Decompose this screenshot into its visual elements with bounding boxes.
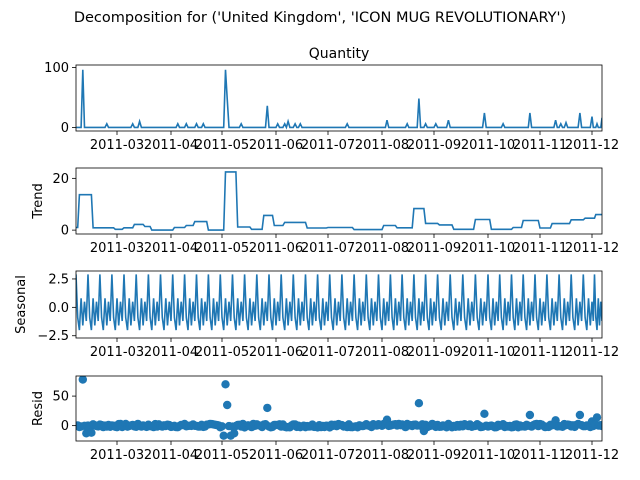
- seasonal-plot-area: [76, 274, 602, 331]
- observed-xtick-label: 2011-09: [407, 138, 461, 153]
- resid-xtick-label: 2011-10: [461, 448, 515, 463]
- seasonal-ytick-label: −2.5: [37, 329, 69, 344]
- seasonal-xtick-label: 2011-12: [565, 345, 619, 360]
- observed-xtick-label: 2011-04: [144, 138, 198, 153]
- seasonal-series-line: [76, 274, 602, 331]
- resid-point: [575, 410, 585, 420]
- trend-series-line: [76, 171, 602, 231]
- seasonal-xtick-label: 2011-09: [407, 345, 461, 360]
- trend-axes-frame: [75, 167, 603, 235]
- resid-point: [87, 428, 96, 437]
- resid-point: [230, 429, 239, 438]
- resid-point: [217, 422, 227, 431]
- resid-axes-frame: [75, 375, 603, 442]
- observed-panel-title: Quantity: [309, 46, 370, 62]
- resid-xtick-label: 2011-04: [144, 448, 198, 463]
- resid-point: [592, 413, 602, 422]
- resid-point: [78, 376, 87, 384]
- seasonal-xtick-label: 2011-08: [355, 345, 409, 360]
- observed-xtick-label: 2011-11: [513, 138, 567, 153]
- resid-xtick-label: 2011-09: [407, 448, 461, 463]
- observed-xtick-label: 2011-12: [565, 138, 619, 153]
- trend-xtick-label: 2011-04: [144, 241, 198, 256]
- resid-point: [414, 399, 424, 408]
- observed-xtick-label: 2011-05: [195, 138, 249, 153]
- resid-point: [597, 421, 602, 431]
- resid-xtick-label: 2011-07: [301, 448, 355, 463]
- trend-xtick-label: 2011-10: [461, 241, 515, 256]
- seasonal-ylabel: Seasonal: [14, 275, 29, 334]
- seasonal-xtick-label: 2011-10: [461, 345, 515, 360]
- observed-xtick-label: 2011-03: [90, 138, 144, 153]
- trend-xtick-label: 2011-03: [90, 241, 144, 256]
- trend-xtick-label: 2011-07: [301, 241, 355, 256]
- trend-plot-area: [76, 171, 602, 231]
- observed-xtick-label: 2011-07: [301, 138, 355, 153]
- resid-xtick-label: 2011-06: [249, 448, 303, 463]
- trend-xtick-label: 2011-08: [355, 241, 409, 256]
- trend-xtick-label: 2011-09: [407, 241, 461, 256]
- trend-xtick-label: 2011-11: [513, 241, 567, 256]
- seasonal-xtick-label: 2011-06: [249, 345, 303, 360]
- observed-plot-area: [76, 69, 602, 130]
- observed-xtick-label: 2011-06: [249, 138, 303, 153]
- observed-xtick-label: 2011-08: [355, 138, 409, 153]
- resid-plot-area: [76, 376, 602, 440]
- trend-ylabel: Trend: [31, 183, 46, 220]
- trend-xtick-label: 2011-12: [565, 241, 619, 256]
- trend-xtick-label: 2011-06: [249, 241, 303, 256]
- observed-ytick-label: 100: [44, 61, 69, 76]
- resid-xtick-label: 2011-05: [195, 448, 249, 463]
- resid-point: [480, 409, 489, 418]
- seasonal-xtick-label: 2011-11: [513, 345, 567, 360]
- resid-point: [221, 380, 230, 389]
- trend-ytick-label: 0: [61, 224, 69, 239]
- observed-series-line: [76, 69, 602, 130]
- resid-xtick-label: 2011-12: [565, 448, 619, 463]
- resid-point: [223, 400, 232, 410]
- resid-ytick-label: 50: [52, 390, 69, 405]
- seasonal-ytick-label: 2.5: [48, 272, 69, 287]
- seasonal-xtick-label: 2011-05: [195, 345, 249, 360]
- observed-axes-frame: [75, 64, 603, 132]
- seasonal-xtick-label: 2011-07: [301, 345, 355, 360]
- resid-point: [263, 403, 272, 413]
- resid-xtick-label: 2011-11: [513, 448, 567, 463]
- seasonal-xtick-label: 2011-04: [144, 345, 198, 360]
- seasonal-axes-frame: [75, 270, 603, 339]
- observed-ytick-label: 0: [61, 121, 69, 136]
- resid-point: [525, 410, 535, 420]
- trend-xtick-label: 2011-05: [195, 241, 249, 256]
- figure-title: Decomposition for ('United Kingdom', 'IC…: [74, 10, 566, 26]
- resid-xtick-label: 2011-03: [90, 448, 144, 463]
- resid-ylabel: Resid: [31, 391, 46, 426]
- trend-ytick-label: 20: [52, 172, 69, 187]
- seasonal-ytick-label: 0.0: [48, 301, 69, 316]
- resid-ytick-label: 0: [61, 419, 69, 434]
- resid-point: [219, 431, 228, 440]
- seasonal-xtick-label: 2011-03: [90, 345, 144, 360]
- observed-xtick-label: 2011-10: [461, 138, 515, 153]
- resid-xtick-label: 2011-08: [355, 448, 409, 463]
